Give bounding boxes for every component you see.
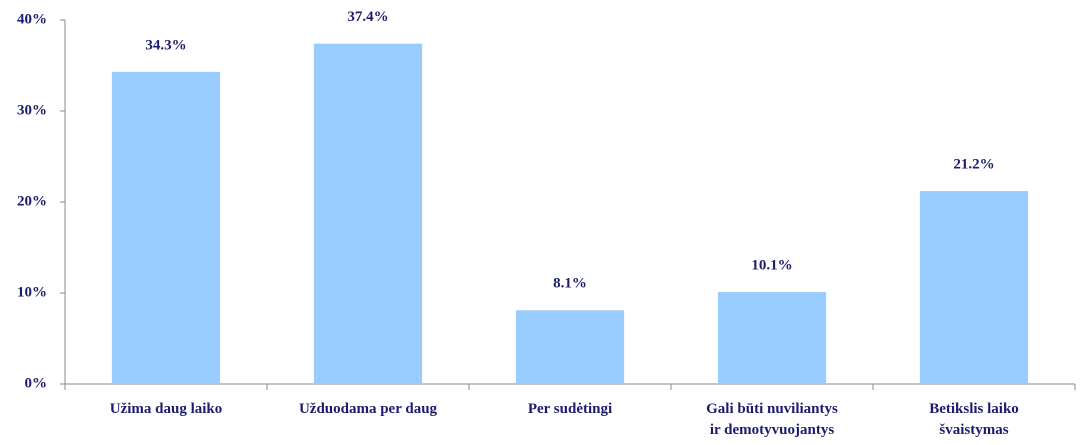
x-tick-label: Užduodama per daug xyxy=(298,401,438,417)
x-tick-label: Betikslis laiko švaistymas xyxy=(929,401,1019,438)
x-tick-label: Užima daug laiko xyxy=(109,401,223,417)
bar xyxy=(111,71,221,385)
y-tick-label: 10% xyxy=(17,284,47,300)
bar xyxy=(313,43,423,384)
value-label: 21.2% xyxy=(953,157,994,173)
x-tick-label: Per sudėtingi xyxy=(527,401,613,417)
value-label: 8.1% xyxy=(553,276,587,292)
bar xyxy=(515,310,625,384)
value-label: 37.4% xyxy=(347,9,388,25)
y-tick-label: 0% xyxy=(25,375,48,391)
x-tick-label: Gali būti nuviliantys ir demotyvuojantys xyxy=(706,401,838,438)
bar xyxy=(717,292,827,384)
value-label: 34.3% xyxy=(145,37,186,53)
y-tick-label: 40% xyxy=(17,11,47,27)
y-tick-label: 30% xyxy=(17,102,47,118)
value-label: 10.1% xyxy=(751,258,792,274)
y-tick-label: 20% xyxy=(17,193,47,209)
bar xyxy=(919,191,1029,384)
